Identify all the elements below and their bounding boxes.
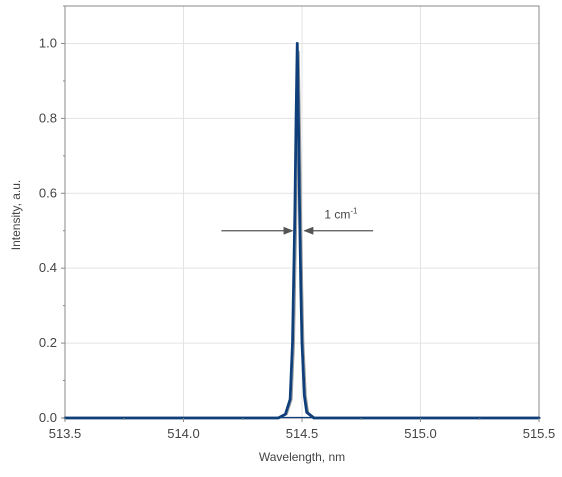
x-tick-label: 513.5 xyxy=(49,426,82,441)
x-tick-label: 514.5 xyxy=(286,426,319,441)
y-tick-label: 0.2 xyxy=(39,335,57,350)
fwhm-label-superscript: -1 xyxy=(350,207,358,216)
y-tick-label: 0.0 xyxy=(39,410,57,425)
x-tick-label: 514.0 xyxy=(167,426,200,441)
y-tick-label: 0.4 xyxy=(39,260,57,275)
series-layer xyxy=(65,43,541,418)
y-tick-label: 0.8 xyxy=(39,110,57,125)
y-axis-label: Intensity, a.u. xyxy=(9,180,23,250)
x-tick-label: 515.5 xyxy=(523,426,556,441)
y-tick-label: 0.6 xyxy=(39,185,57,200)
x-tick-label: 515.0 xyxy=(404,426,437,441)
y-tick-label: 1.0 xyxy=(39,35,57,50)
x-axis-label: Wavelength, nm xyxy=(259,450,345,464)
fwhm-label: 1 cm-1 xyxy=(324,207,358,222)
